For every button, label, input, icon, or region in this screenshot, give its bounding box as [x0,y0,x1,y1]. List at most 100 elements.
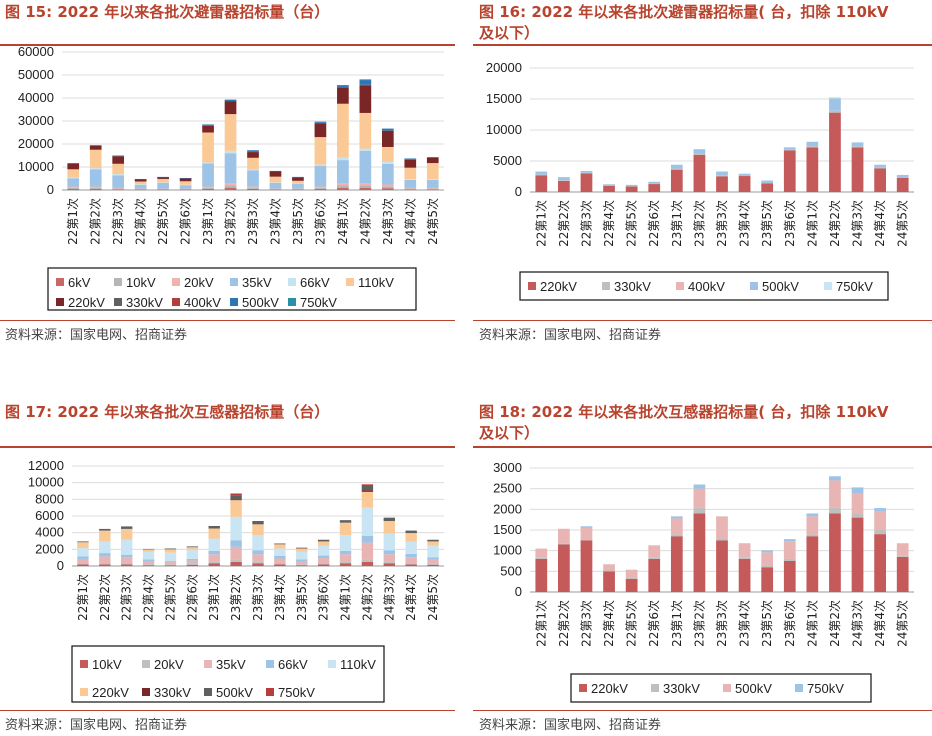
bar-segment-20kV [186,563,199,565]
fig16-source-rule [473,320,932,321]
bar-segment-10kV [252,563,264,566]
y-tick-label: 1000 [493,543,522,558]
bar-segment-500kV [77,541,89,543]
bar-segment-750kV [693,484,706,489]
bar-segment-20kV [405,563,417,565]
legend-swatch [579,684,587,692]
legend-label: 10kV [126,275,156,290]
x-tick-label: 24第1次 [336,198,350,245]
y-tick-label: 12000 [28,458,64,473]
bar-segment-110kV [142,551,155,560]
legend-label: 400kV [184,295,221,310]
bar-segment-220kV [874,168,886,192]
bar-segment-6kV [269,189,282,191]
legend-label: 220kV [540,279,577,294]
bar-segment-220kV [426,157,439,164]
bar-segment-10kV [269,189,282,190]
bar-segment-330kV [558,543,570,545]
bar-segment-10kV [121,564,133,566]
bar-segment-220kV [77,542,89,549]
bar-segment-330kV [247,151,259,153]
bar-segment-110kV [274,548,286,556]
x-tick-label: 23第6次 [783,200,797,247]
x-tick-label: 24第4次 [873,200,887,247]
bar-segment-330kV [230,499,242,501]
fig16-title-line1: 图 16: 2022 年以来各批次避雷器招标量( 台，扣除 110kV [479,3,889,21]
bar-segment-750kV [359,79,372,81]
bar-segment-750kV [783,539,796,542]
bar-segment-35kV [361,542,374,560]
bar-segment-500kV [405,530,417,534]
bar-segment-6kV [292,189,304,191]
bar-segment-220kV [292,177,304,181]
bar-segment-35kV [164,561,177,565]
x-tick-label: 24第1次 [805,600,819,647]
bar-segment-6kV [426,189,439,190]
bar-segment-110kV [77,548,89,557]
bar-segment-330kV [693,153,706,155]
bar-segment-110kV [164,552,177,561]
x-tick-label: 24第1次 [805,200,819,247]
bar-segment-66kV [230,540,242,547]
bar-segment-330kV [625,186,638,187]
bar-segment-35kV [67,178,80,187]
bar-segment-6kV [337,187,349,190]
bar-segment-35kV [77,558,89,564]
bar-segment-220kV [603,185,615,192]
bar-segment-500kV [157,176,169,178]
x-tick-label: 22第4次 [602,200,616,247]
legend-swatch [80,660,88,668]
bar-segment-10kV [67,187,80,189]
bar-segment-35kV [269,182,282,189]
x-tick-label: 23第2次 [224,198,238,245]
legend-swatch [142,660,150,668]
bar-segment-66kV [314,164,327,166]
fig16-title-rule [473,44,932,46]
bar-segment-20kV [142,564,155,566]
legend-label: 35kV [242,275,272,290]
bar-segment-6kV [202,188,214,190]
bar-segment-500kV [670,164,683,169]
bar-segment-66kV [381,161,394,164]
x-tick-label: 24第5次 [426,198,440,245]
legend-swatch [346,278,354,286]
x-tick-label: 22第2次 [89,198,103,245]
bar-segment-20kV [361,559,374,562]
legend-swatch [204,688,212,696]
legend-swatch [204,660,212,668]
bar-segment-330kV [783,149,796,151]
x-tick-label: 22第6次 [185,574,199,621]
bar-segment-330kV [359,84,372,86]
x-tick-label: 23第3次 [715,600,729,647]
bar-segment-10kV [77,564,89,566]
legend-swatch [651,684,659,692]
x-tick-label: 22第3次 [579,600,593,647]
bar-segment-500kV [292,176,304,178]
fig17-source-rule [0,710,455,711]
y-tick-label: 4000 [35,525,64,540]
bar-segment-750kV [761,550,774,553]
y-tick-label: 2500 [493,481,522,496]
bar-segment-500kV [359,80,372,85]
bar-segment-66kV [121,554,133,558]
x-tick-label: 23第4次 [273,574,287,621]
bar-segment-500kV [558,528,570,544]
x-tick-label: 23第2次 [229,574,243,621]
bar-segment-66kV [186,558,199,561]
legend-swatch [80,688,88,696]
bar-segment-110kV [157,178,169,183]
bar-segment-35kV [89,169,102,187]
bar-segment-220kV [296,548,308,552]
bar-segment-220kV [337,87,349,104]
y-tick-label: 3000 [493,460,522,475]
legend-swatch [676,282,684,290]
bar-segment-500kV [580,170,593,173]
bar-segment-750kV [829,476,841,481]
bar-segment-20kV [134,188,147,190]
bar-segment-20kV [247,186,259,188]
bar-segment-20kV [427,563,439,565]
bar-segment-20kV [383,561,395,564]
bar-segment-66kV [77,556,89,559]
bar-segment-220kV [361,491,374,508]
bar-segment-500kV [535,548,548,558]
